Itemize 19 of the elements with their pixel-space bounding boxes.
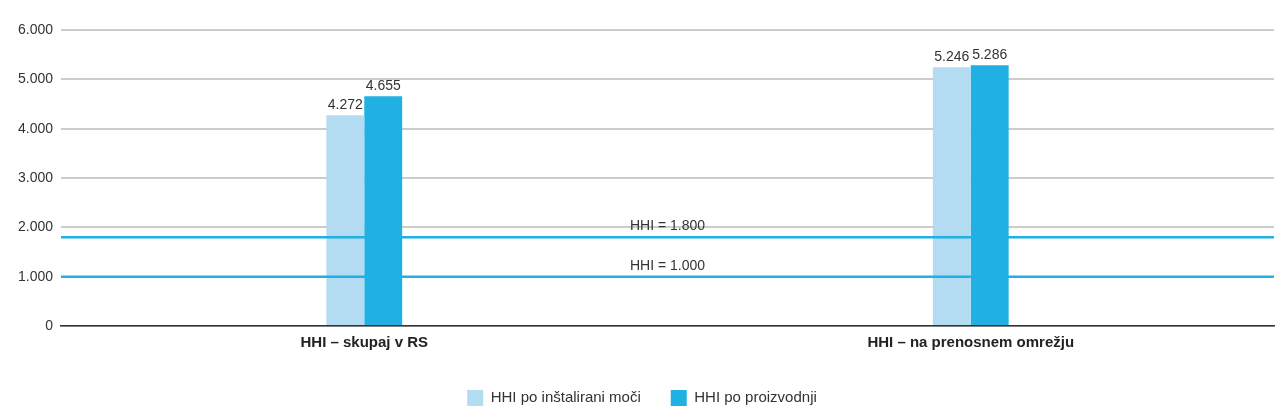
y-tick-label: 5.000 [17,70,54,87]
bar [932,67,971,325]
data-label: 4.655 [365,77,401,94]
legend-label: HHI po inštalirani moči [490,388,641,406]
y-tick-label: 0 [45,316,54,333]
data-label: 5.246 [934,48,970,65]
bar [326,115,365,325]
x-tick-label: HHI – skupaj v RS [300,333,429,351]
y-tick-label: 4.000 [17,119,54,136]
x-tick-label: HHI – na prenosnem omrežju [867,333,1075,351]
data-label: 4.272 [327,96,364,113]
y-tick-label: 1.000 [17,267,54,284]
ref-line-label: HHI = 1.800 [629,217,706,234]
y-tick-label: 3.000 [17,168,54,185]
legend-label: HHI po proizvodnji [694,388,817,406]
ref-line-label: HHI = 1.000 [629,256,706,273]
y-tick-label: 2.000 [17,218,54,235]
y-tick-label: 6.000 [17,20,54,37]
data-label: 5.286 [972,46,1008,63]
